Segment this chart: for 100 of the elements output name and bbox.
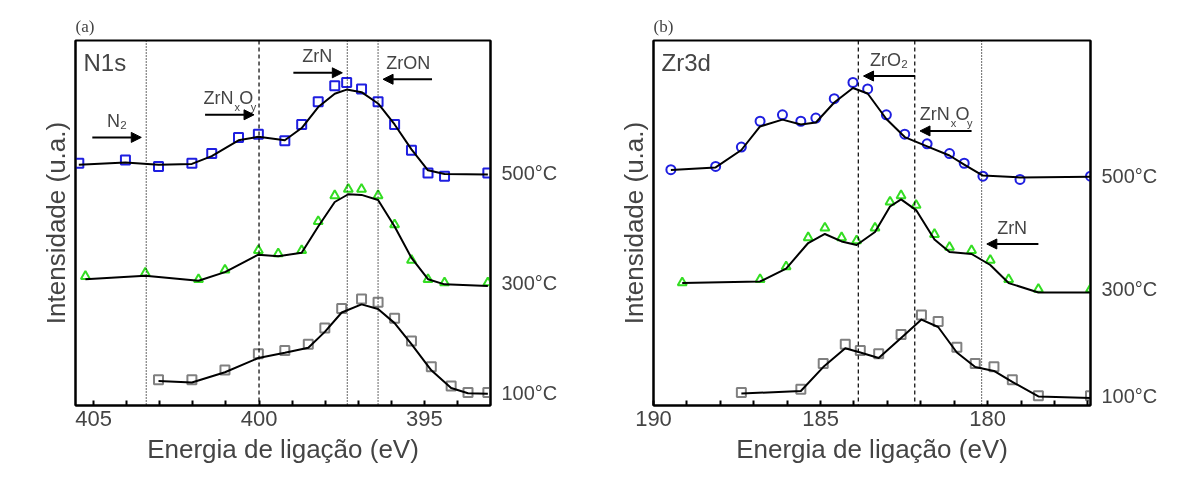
series-label: 300°C [1101, 278, 1158, 301]
point [862, 83, 874, 95]
point [928, 228, 940, 238]
point [966, 244, 978, 255]
point [910, 199, 922, 209]
point [462, 387, 474, 399]
series-label: 100°C [501, 381, 558, 404]
y-axis-title: Intensidade (u.a.) [40, 121, 71, 325]
point [186, 157, 198, 169]
point [356, 83, 368, 95]
x-tick-label: 405 [75, 405, 113, 431]
point [312, 96, 324, 108]
annotation: ZrN [302, 46, 333, 67]
annotation: ZrON [386, 52, 431, 73]
point [819, 221, 831, 232]
point [869, 221, 881, 232]
point [754, 273, 766, 284]
point [921, 138, 933, 150]
point [445, 380, 457, 392]
point [710, 160, 722, 172]
point [422, 273, 434, 284]
point [405, 253, 417, 264]
point [153, 374, 164, 386]
point [932, 316, 944, 328]
point [851, 234, 863, 245]
point [272, 247, 284, 258]
point [319, 322, 331, 334]
x-tick-label: 180 [969, 405, 1006, 431]
point [206, 148, 218, 160]
point [425, 361, 437, 373]
point [252, 244, 264, 255]
annotation: ZrN [997, 217, 1028, 238]
point [296, 244, 308, 255]
x-tick-label: 400 [240, 405, 278, 431]
point [312, 215, 324, 225]
x-tick-label: 185 [802, 405, 839, 431]
point [356, 182, 368, 193]
point [153, 160, 164, 172]
point [776, 109, 788, 121]
point [665, 164, 677, 176]
text: N1s [83, 48, 127, 76]
point [336, 303, 348, 315]
point [780, 260, 792, 271]
point [119, 154, 131, 166]
point [836, 231, 848, 242]
point [186, 374, 198, 386]
point [958, 157, 970, 169]
point [944, 148, 956, 160]
x-tick-label: 395 [406, 405, 443, 431]
point [735, 141, 747, 153]
point [439, 170, 451, 182]
y-axis-title: Intensidade (u.a.) [618, 121, 649, 325]
point [951, 341, 963, 353]
point [915, 309, 927, 321]
point [884, 195, 896, 206]
x-tick-label: 190 [635, 405, 672, 431]
point [810, 112, 822, 124]
point [676, 276, 688, 287]
point [1006, 374, 1018, 386]
x-axis-title: Energia de ligação (eV) [736, 433, 1008, 464]
chart-title: (a) [75, 16, 95, 36]
point [296, 118, 308, 130]
point [802, 231, 814, 242]
point [372, 96, 384, 108]
point [279, 345, 291, 357]
point [847, 77, 859, 88]
point [79, 270, 91, 280]
x-axis-title: Energia de ligação (eV) [147, 433, 419, 464]
point [735, 387, 747, 399]
point [389, 312, 401, 324]
point [219, 263, 231, 274]
point [389, 118, 401, 130]
point [839, 338, 851, 350]
point [1014, 173, 1026, 185]
point [795, 115, 807, 127]
point [252, 348, 264, 360]
point [754, 115, 766, 127]
series-label: 300°C [501, 271, 558, 294]
point [219, 364, 231, 376]
point [944, 241, 956, 251]
series-label: 500°C [1101, 165, 1158, 188]
point [372, 189, 384, 200]
point [422, 167, 434, 179]
point [795, 383, 807, 395]
point [329, 189, 341, 200]
point [139, 266, 151, 277]
point [302, 338, 314, 350]
point [873, 348, 885, 360]
point [988, 361, 1000, 373]
point [969, 358, 981, 370]
point [342, 182, 354, 193]
point [356, 293, 368, 305]
series-label: 500°C [501, 161, 558, 184]
point [372, 296, 384, 308]
point [405, 335, 417, 347]
text: Zr3d [661, 48, 711, 76]
point [899, 128, 911, 140]
point [439, 276, 451, 287]
point [329, 80, 341, 92]
point [895, 328, 907, 340]
